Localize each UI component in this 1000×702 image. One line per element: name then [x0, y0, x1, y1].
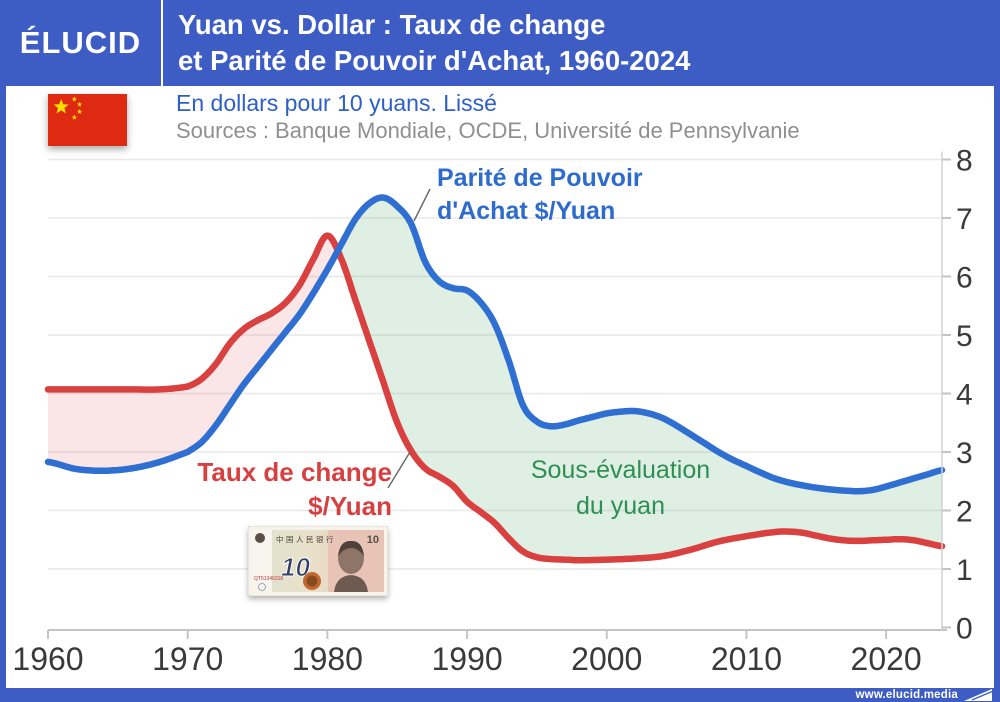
flag-star-icon [71, 96, 77, 102]
x-tick-label: 1970 [152, 641, 223, 677]
chart-subtitle: En dollars pour 10 yuans. Lissé [176, 90, 497, 116]
x-tick-label: 1960 [12, 641, 83, 677]
banknote-serial: QT51346318 [254, 576, 283, 582]
mao-portrait [334, 540, 368, 592]
undervaluation-label-line1: Sous-évaluation [530, 456, 711, 484]
banknote-rosette-center [306, 575, 318, 587]
page-title: Yuan vs. Dollar : Taux de change et Pari… [163, 0, 1000, 86]
ppp-label-line1: Parité de Pouvoir [437, 164, 643, 192]
title-line-2: et Parité de Pouvoir d'Achat, 1960-2024 [178, 45, 691, 76]
exchange-label-line1: Taux de change [197, 457, 392, 487]
flag-star-icon [76, 101, 83, 107]
exchange-rate-line [44, 232, 946, 564]
exchange-rate-series-label: Taux de change $/Yuan [180, 455, 392, 523]
footer-link[interactable]: www.elucid.media [855, 689, 958, 701]
banknote-watermark-circle [258, 583, 266, 591]
undervaluation-area-label: Sous-évaluation du yuan [518, 452, 723, 524]
banknote-bank-name: 中国人民银行 [276, 534, 336, 544]
x-tick-label: 1990 [431, 641, 502, 677]
chart-area: En dollars pour 10 yuans. Lissé Sources … [6, 86, 994, 688]
y-tick-label: 1 [956, 554, 973, 587]
x-tick-label: 1980 [292, 641, 363, 677]
china-flag-svg [48, 94, 127, 146]
ppp-series-label: Parité de Pouvoir d'Achat $/Yuan [437, 162, 643, 228]
elucid-logo-text: ÉLUCID [19, 25, 142, 60]
overvaluation-area [48, 235, 338, 471]
y-tick-label: 3 [956, 437, 973, 470]
x-tick-label: 2010 [711, 641, 782, 677]
undervaluation-area [337, 197, 942, 561]
ppp-label-line2: d'Achat $/Yuan [437, 197, 616, 225]
yuan-banknote-svg: 中国人民银行 10 10 QT51346318 [247, 525, 389, 597]
undervaluation-label-line2: du yuan [576, 492, 665, 520]
x-tick-label: 2020 [851, 641, 922, 677]
chart-sources: Sources : Banque Mondiale, OCDE, Univers… [176, 118, 800, 143]
y-tick-label: 2 [956, 496, 973, 529]
y-tick-label: 4 [956, 379, 973, 412]
y-tick-label: 7 [956, 203, 973, 236]
title-line-1: Yuan vs. Dollar : Taux de change [178, 9, 606, 40]
flag-star-icon [71, 114, 77, 120]
header: ÉLUCID Yuan vs. Dollar : Taux de change … [0, 0, 1000, 86]
exchange-label-line2: $/Yuan [308, 491, 392, 521]
flag-star-icon [76, 108, 83, 114]
y-tick-label: 8 [956, 145, 973, 178]
y-tick-label: 6 [956, 262, 973, 295]
yuan-banknote-image: 中国人民银行 10 10 QT51346318 [247, 525, 389, 597]
line-chart: 1960 1970 1980 1990 2000 2010 2020 0 1 2 3 4 5 6 7 8 [12, 145, 973, 678]
flag-star-icon [53, 99, 69, 114]
banknote-white-strip [252, 530, 272, 592]
flag-stars [53, 96, 83, 120]
exchange-label-leader-line [387, 451, 411, 489]
china-flag-icon [48, 94, 127, 146]
banknote-denomination-small: 10 [367, 534, 379, 546]
elucid-logo: ÉLUCID [0, 0, 163, 86]
ppp-line [44, 194, 946, 495]
footer-bar: www.elucid.media [0, 688, 1000, 702]
ppp-label-leader-line [413, 188, 431, 222]
banknote-emblem-icon [255, 533, 265, 543]
y-tick-label: 5 [956, 320, 973, 353]
elucid-pennant-icon [964, 689, 992, 701]
y-tick-label: 0 [956, 613, 973, 646]
x-tick-label: 2000 [571, 641, 642, 677]
